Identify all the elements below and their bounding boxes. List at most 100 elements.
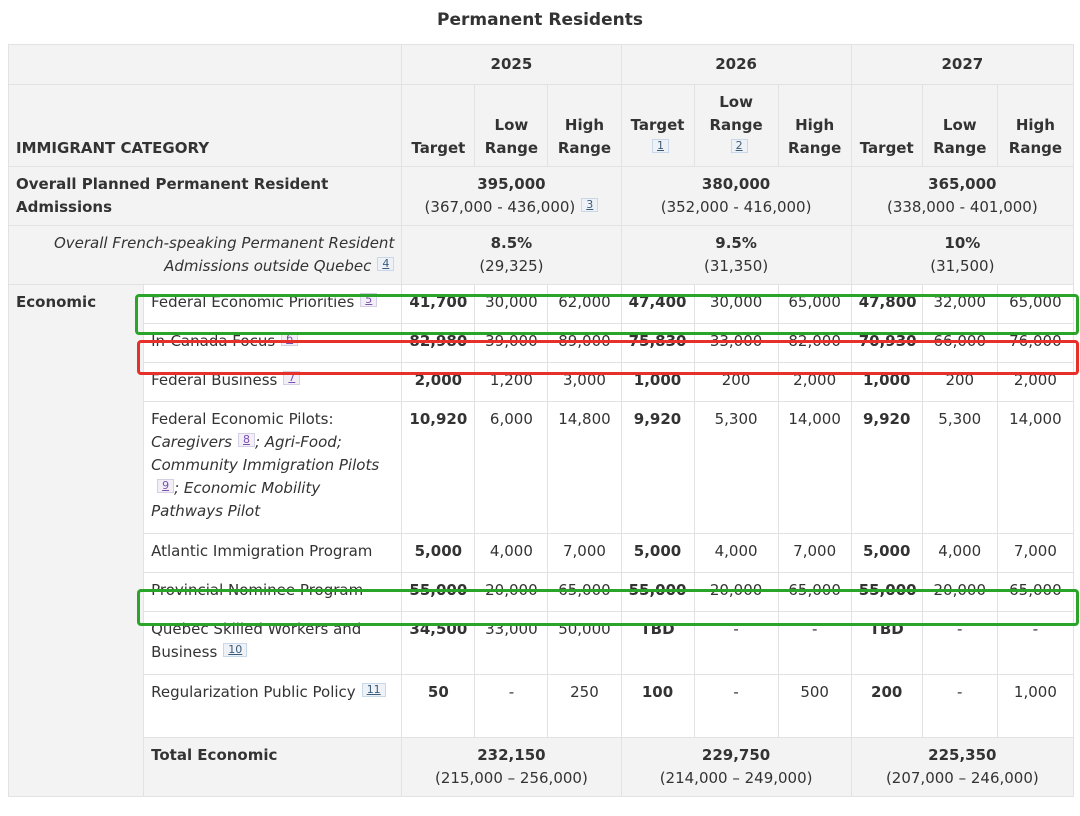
program-name-text: ; Economic Mobility Pathways Pilot — [151, 479, 321, 520]
footnote-link[interactable]: 8 — [237, 433, 255, 447]
year-header-2027: 2027 — [850, 44, 1075, 85]
overall-2026-total: 380,000 — [701, 175, 771, 193]
low-range-value: - — [693, 674, 779, 738]
program-name-text: ; Agri-Food; Community Immigration Pilot… — [151, 433, 380, 474]
overall-2026: 380,000 (352,000 - 416,000) — [620, 166, 852, 226]
low-range-value: 66,000 — [921, 323, 998, 363]
low-range-value: 200 — [921, 362, 998, 402]
french-label: Overall French-speaking Permanent Reside… — [53, 234, 395, 275]
high-range-value: 65,000 — [996, 284, 1075, 324]
target-value: 200 — [850, 674, 923, 738]
total-economic-row: Total Economic 232,150 (215,000 – 256,000… — [9, 737, 1075, 797]
target-value: 55,000 — [620, 572, 695, 612]
low-range-header: Low Range — [921, 84, 998, 167]
high-range-value: 500 — [777, 674, 852, 738]
overall-2026-range: (352,000 - 416,000) — [660, 198, 812, 216]
low-range-value: 20,000 — [921, 572, 998, 612]
low-range-label: Low Range — [709, 93, 763, 134]
economic-label: Economic — [7, 284, 145, 797]
low-range-value: 20,000 — [474, 572, 549, 612]
table-row: Provincial Nominee Program 55,000 20,000 6… — [9, 572, 1075, 612]
high-range-value: 2,000 — [777, 362, 852, 402]
target-label: Target — [630, 116, 685, 134]
table-row: Atlantic Immigration Program 5,000 4,000 7… — [9, 533, 1075, 573]
overall-row: Overall Planned Permanent Resident Admis… — [7, 166, 1075, 226]
high-range-value: 1,000 — [996, 674, 1075, 738]
low-range-header: Low Range — [474, 84, 549, 167]
high-range-value: 14,800 — [547, 401, 622, 534]
program-name-text: Caregivers — [151, 433, 232, 451]
target-value: 9,920 — [620, 401, 695, 534]
total-2027: 225,350 (207,000 – 246,000) — [850, 737, 1075, 797]
footnote-link[interactable]: 1 — [652, 139, 670, 153]
low-range-value: 200 — [693, 362, 779, 402]
footnote-link[interactable]: 4 — [377, 257, 395, 271]
french-2027-pct: 10% — [944, 234, 981, 252]
table-row: In-Canada Focus 6 82,980 39,000 89,000 75,83… — [9, 323, 1075, 363]
target-value: 100 — [620, 674, 695, 738]
target-value: TBD — [850, 611, 923, 675]
program-name-text: Federal Economic Priorities — [151, 293, 355, 311]
target-header: Target — [850, 84, 923, 167]
target-value: 55,000 — [401, 572, 476, 612]
target-value: 41,700 — [401, 284, 476, 324]
target-header: Target 1 — [620, 84, 695, 167]
low-range-value: 5,300 — [693, 401, 779, 534]
low-range-value: - — [921, 674, 998, 738]
high-range-header: High Range — [777, 84, 852, 167]
overall-2025: 395,000 (367,000 - 436,000) 3 — [401, 166, 622, 226]
total-2025: 232,150 (215,000 – 256,000) — [401, 737, 622, 797]
low-range-value: 4,000 — [474, 533, 549, 573]
target-header: Target — [401, 84, 476, 167]
table-row: Quebec Skilled Workers and Business 10 34… — [9, 611, 1075, 675]
program-name: Atlantic Immigration Program — [143, 533, 403, 573]
low-range-value: 4,000 — [921, 533, 998, 573]
total-2025-range: (215,000 – 256,000) — [435, 769, 588, 787]
low-range-value: 30,000 — [693, 284, 779, 324]
overall-label: Overall Planned Permanent Resident Admis… — [7, 166, 403, 226]
category-header: IMMIGRANT CATEGORY — [7, 84, 403, 167]
target-value: 10,920 — [401, 401, 476, 534]
high-range-value: 50,000 — [547, 611, 622, 675]
high-range-value: 7,000 — [777, 533, 852, 573]
total-economic-label: Total Economic — [143, 737, 403, 797]
program-name: Regularization Public Policy 11 — [143, 674, 403, 738]
table-row: Economic Federal Economic Priorities 5 41… — [7, 284, 1075, 797]
low-range-header: Low Range 2 — [693, 84, 779, 167]
program-name-text: Federal Economic Pilots: — [151, 410, 334, 428]
low-range-value: 6,000 — [474, 401, 549, 534]
footnote-link[interactable]: 2 — [730, 139, 748, 153]
target-value: 47,800 — [850, 284, 923, 324]
footnote-link[interactable]: 6 — [281, 332, 299, 346]
high-range-value: 7,000 — [996, 533, 1075, 573]
overall-2027-total: 365,000 — [928, 175, 997, 193]
table-row: Federal Business 7 2,000 1,200 3,000 1,000 20… — [9, 362, 1075, 402]
footnote-link[interactable]: 7 — [283, 371, 301, 385]
overall-2027: 365,000 (338,000 - 401,000) — [850, 166, 1075, 226]
french-2026-count: (31,350) — [703, 257, 769, 275]
overall-2027-range: (338,000 - 401,000) — [886, 198, 1038, 216]
target-value: 1,000 — [850, 362, 923, 402]
low-range-value: 33,000 — [474, 611, 549, 675]
footnote-link[interactable]: 9 — [157, 479, 175, 493]
year-header-2025: 2025 — [401, 44, 622, 85]
french-2027-count: (31,500) — [930, 257, 995, 275]
total-2027-total: 225,350 — [928, 746, 997, 764]
low-range-value: 5,300 — [921, 401, 998, 534]
overall-2025-range: (367,000 - 436,000) — [424, 198, 576, 216]
total-2027-range: (207,000 – 246,000) — [885, 769, 1039, 787]
footnote-link[interactable]: 3 — [581, 198, 599, 212]
target-value: 1,000 — [620, 362, 695, 402]
high-range-value: 82,000 — [777, 323, 852, 363]
program-name-text: Provincial Nominee Program — [151, 581, 364, 599]
french-2025-pct: 8.5% — [490, 234, 533, 252]
high-range-value: 89,000 — [547, 323, 622, 363]
footnote-link[interactable]: 11 — [361, 683, 386, 697]
high-range-value: 250 — [547, 674, 622, 738]
footnote-link[interactable]: 5 — [360, 293, 378, 307]
high-range-header: High Range — [996, 84, 1075, 167]
footnote-link[interactable]: 10 — [223, 643, 248, 657]
high-range-value: 76,000 — [996, 323, 1075, 363]
high-range-value: 2,000 — [996, 362, 1075, 402]
table-row: Regularization Public Policy 11 50-250 100… — [9, 674, 1075, 738]
